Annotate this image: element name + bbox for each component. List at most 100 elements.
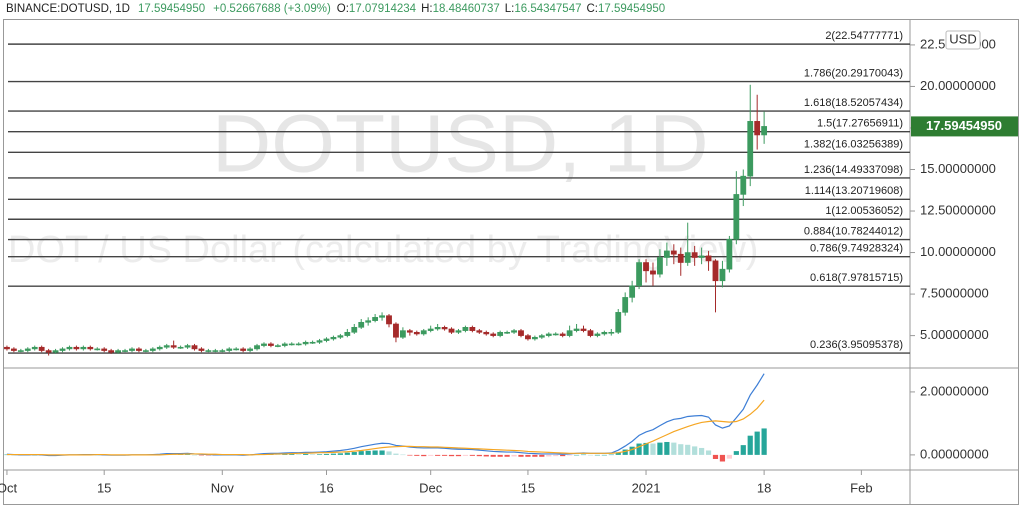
macd-histogram-bar — [692, 446, 698, 455]
candle-body — [511, 330, 517, 333]
ohlc-value: 16.54347547 — [514, 3, 581, 15]
macd-histogram-bar — [448, 454, 455, 457]
currency-box — [945, 30, 981, 50]
macd-histogram-bar — [532, 454, 538, 457]
candle-body — [337, 335, 344, 338]
macd-histogram-bar — [462, 454, 469, 456]
macd-histogram-bar — [309, 454, 316, 455]
macd-histogram-bar — [761, 428, 767, 455]
macd-histogram-bar — [379, 450, 385, 455]
candle-body — [663, 250, 670, 258]
candle-body — [247, 348, 253, 351]
fib-level-label: 1.786(20.29170043) — [804, 68, 903, 80]
candle-body — [177, 346, 184, 349]
candle-body — [622, 297, 629, 313]
candle-body — [608, 331, 615, 334]
macd-histogram-bar — [754, 431, 760, 455]
candle-body — [386, 315, 392, 325]
candle-body — [545, 333, 552, 336]
macd-histogram-bar — [372, 450, 378, 455]
candle-body — [566, 330, 573, 336]
macd-y-tick-label: 2.00000000 — [920, 383, 989, 398]
candle-body — [351, 327, 358, 333]
candle-body — [761, 126, 768, 136]
candle-body — [518, 330, 524, 336]
candle-body — [677, 253, 684, 263]
candle-body — [580, 328, 587, 331]
ohlc-value: 17.59454950 — [598, 3, 665, 15]
fib-level-label: 0.618(7.97815715) — [810, 272, 903, 284]
x-tick-label: Oct — [0, 480, 17, 495]
x-tick-label: 2021 — [632, 480, 661, 495]
candle-body — [94, 348, 101, 351]
watermark-symbol: DOTUSD, 1D — [212, 99, 709, 190]
macd-histogram-bar — [580, 454, 587, 456]
candle-body — [705, 255, 712, 262]
candle-body — [4, 346, 10, 350]
macd-histogram-bar — [664, 441, 670, 455]
x-tick-label: 18 — [757, 480, 771, 495]
macd-histogram-bar — [594, 454, 601, 456]
fib-level-label: 1.236(14.49337098) — [804, 164, 903, 176]
candle-body — [198, 348, 205, 351]
macd-histogram-bar — [705, 450, 712, 455]
macd-y-tick-label: 0.00000000 — [920, 446, 989, 461]
macd-histogram-bar — [358, 451, 364, 455]
macd-histogram-bar — [525, 454, 531, 457]
candle-body — [587, 330, 594, 336]
candle-body — [115, 350, 121, 353]
candle-body — [122, 350, 128, 352]
candle-body — [108, 350, 115, 353]
x-tick-label: 15 — [521, 480, 535, 495]
macd-histogram-bar — [636, 443, 642, 455]
candle-body — [462, 327, 469, 331]
candle-body — [149, 348, 156, 351]
macd-histogram-bar — [275, 454, 281, 455]
candle-body — [406, 330, 413, 333]
candle-body — [740, 175, 747, 195]
candle-body — [691, 252, 698, 258]
candle-body — [38, 346, 45, 351]
candle-body — [441, 327, 448, 330]
macd-histogram-bar — [733, 451, 739, 455]
macd-histogram-bar — [629, 446, 635, 455]
fib-level-label: 0.236(3.95095378) — [810, 339, 903, 351]
macd-histogram-bar — [553, 454, 559, 457]
candle-body — [379, 315, 385, 318]
macd-histogram-bar — [428, 454, 434, 456]
candle-body — [184, 345, 191, 348]
axes: 22.5000000020.0000000017.5000000015.0000… — [0, 30, 1018, 495]
candle-body — [219, 350, 226, 352]
candle-body — [295, 343, 302, 346]
x-tick-label: Dec — [419, 480, 443, 495]
candle-body — [261, 343, 267, 346]
ohlc-label: L: — [505, 3, 515, 15]
candle-body — [142, 350, 149, 352]
macd-histogram-bar — [191, 454, 198, 456]
candle-body — [191, 345, 198, 350]
candle-body — [212, 350, 219, 352]
candle-body — [594, 333, 601, 336]
fib-level-label: 2(22.54777771) — [825, 30, 903, 42]
macd-histogram-bar — [601, 454, 607, 456]
candle-body — [10, 348, 17, 351]
candle-body — [754, 121, 761, 136]
macd-histogram-bar — [712, 454, 719, 459]
macd-histogram-bar — [455, 454, 462, 457]
macd-histogram-bar — [490, 454, 496, 457]
candle-body — [170, 345, 177, 348]
candle-body — [400, 330, 406, 338]
macd-histogram-bar — [573, 454, 580, 456]
candle-body — [601, 331, 608, 335]
macd-line — [6, 399, 765, 456]
macd-histogram-bar — [740, 445, 746, 455]
candle-body — [531, 336, 538, 340]
candle-body — [657, 257, 663, 275]
watermark-description: DOT / US Dollar (calculated by TradingVi… — [8, 229, 758, 271]
macd-histogram-bar — [622, 449, 628, 455]
candle-body — [538, 335, 545, 338]
y-tick-label: 10.00000000 — [920, 244, 996, 259]
candle-body — [427, 328, 434, 331]
candle-body — [698, 255, 705, 258]
candle-body — [205, 350, 212, 352]
